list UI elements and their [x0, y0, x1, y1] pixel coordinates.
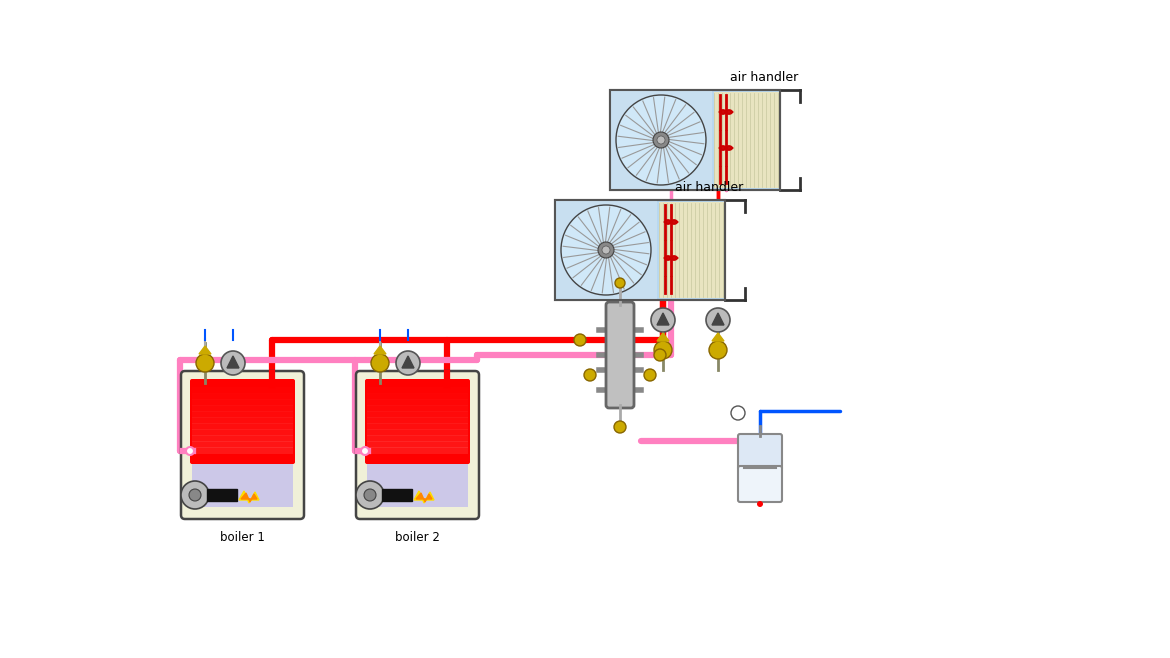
Circle shape	[364, 489, 376, 501]
Circle shape	[598, 242, 614, 258]
Polygon shape	[414, 491, 434, 503]
Polygon shape	[199, 346, 211, 354]
FancyBboxPatch shape	[606, 302, 634, 408]
Circle shape	[709, 341, 727, 359]
Bar	[555, 200, 725, 300]
Bar	[192, 399, 292, 406]
Bar	[555, 200, 725, 300]
Bar	[714, 92, 780, 188]
Circle shape	[654, 349, 666, 361]
Bar	[610, 90, 713, 190]
Bar	[192, 381, 292, 388]
Circle shape	[644, 369, 656, 381]
Polygon shape	[417, 493, 432, 502]
Circle shape	[757, 501, 763, 507]
Bar	[367, 464, 468, 507]
Bar	[367, 417, 468, 424]
Bar	[659, 202, 725, 298]
Bar	[192, 423, 292, 430]
Bar	[192, 435, 292, 442]
Bar	[367, 387, 468, 394]
Polygon shape	[713, 333, 724, 341]
Circle shape	[731, 406, 745, 420]
Bar	[192, 405, 292, 412]
Bar	[367, 411, 468, 418]
Bar	[192, 429, 292, 436]
Circle shape	[186, 447, 194, 455]
Bar	[610, 90, 780, 190]
Circle shape	[651, 308, 675, 332]
Bar	[192, 447, 292, 454]
FancyBboxPatch shape	[356, 371, 479, 519]
Circle shape	[603, 246, 610, 254]
Bar	[367, 441, 468, 448]
Circle shape	[221, 351, 245, 375]
Circle shape	[356, 481, 384, 509]
Circle shape	[653, 132, 669, 148]
Bar	[610, 90, 780, 190]
Circle shape	[615, 95, 706, 185]
Polygon shape	[227, 356, 239, 368]
Polygon shape	[402, 356, 414, 368]
Polygon shape	[658, 333, 669, 341]
Text: boiler 1: boiler 1	[220, 531, 264, 544]
Polygon shape	[374, 346, 386, 354]
FancyBboxPatch shape	[365, 379, 470, 464]
Circle shape	[560, 205, 651, 295]
Circle shape	[615, 278, 625, 288]
Text: air handler: air handler	[675, 181, 743, 194]
Text: air handler: air handler	[730, 71, 798, 84]
Polygon shape	[241, 493, 257, 502]
Bar	[367, 405, 468, 412]
Polygon shape	[713, 313, 724, 325]
Circle shape	[395, 351, 420, 375]
Bar	[367, 423, 468, 430]
Bar	[367, 393, 468, 400]
Bar	[192, 393, 292, 400]
Polygon shape	[658, 313, 669, 325]
Bar	[192, 417, 292, 424]
Circle shape	[614, 421, 626, 433]
Bar	[367, 447, 468, 454]
Circle shape	[190, 489, 201, 501]
Polygon shape	[239, 491, 259, 503]
Bar	[381, 489, 412, 501]
FancyBboxPatch shape	[738, 466, 782, 502]
Circle shape	[584, 369, 596, 381]
Circle shape	[371, 354, 388, 372]
Bar	[192, 411, 292, 418]
Bar	[192, 387, 292, 394]
Bar	[367, 435, 468, 442]
Circle shape	[197, 354, 214, 372]
Circle shape	[362, 447, 369, 455]
Bar	[207, 489, 238, 501]
FancyBboxPatch shape	[181, 371, 304, 519]
Bar	[192, 441, 292, 448]
Text: boiler 2: boiler 2	[395, 531, 440, 544]
Circle shape	[181, 481, 209, 509]
Bar	[192, 464, 292, 507]
Bar	[555, 200, 658, 300]
Circle shape	[574, 334, 586, 346]
FancyBboxPatch shape	[738, 434, 782, 470]
Circle shape	[706, 308, 730, 332]
Bar	[367, 429, 468, 436]
Bar	[367, 381, 468, 388]
Bar	[367, 399, 468, 406]
FancyBboxPatch shape	[190, 379, 295, 464]
Circle shape	[658, 136, 665, 144]
Circle shape	[654, 341, 672, 359]
